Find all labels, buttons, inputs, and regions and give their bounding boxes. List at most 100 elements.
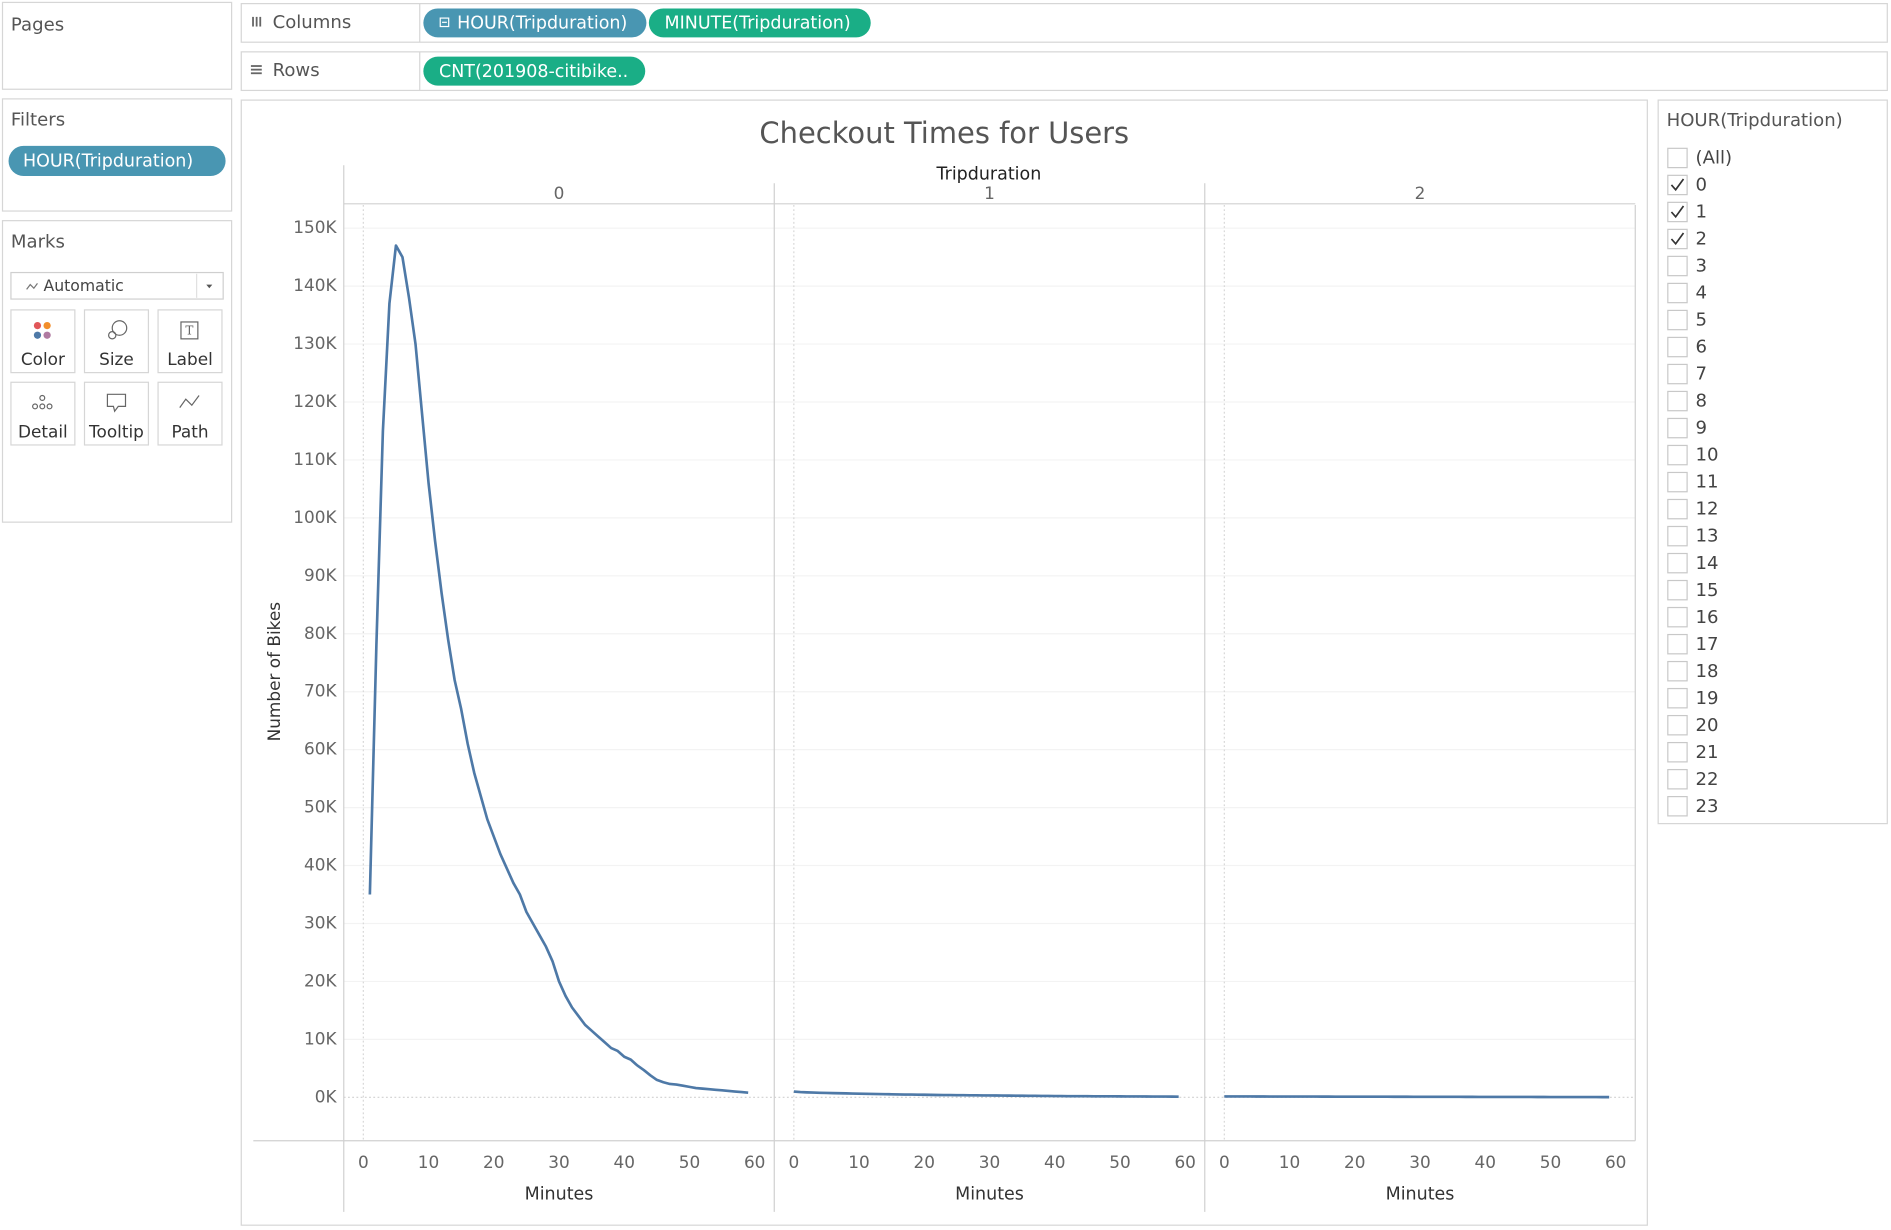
option-label: 22 <box>1696 769 1719 790</box>
option-label: 14 <box>1696 553 1719 574</box>
worksheet <box>240 99 1648 1226</box>
checkbox[interactable] <box>1667 525 1688 547</box>
pill[interactable] <box>648 8 871 38</box>
x-tick-label: 60 <box>1174 1152 1195 1172</box>
option-label: 5 <box>1696 310 1708 331</box>
checkbox[interactable] <box>1667 309 1688 331</box>
tooltip-icon <box>106 393 127 413</box>
option-label: 6 <box>1696 337 1708 358</box>
check-mark <box>1670 232 1685 246</box>
path-button[interactable] <box>157 381 223 446</box>
facet-label: Tripduration <box>936 164 1042 184</box>
button-label: Detail <box>18 421 68 441</box>
checkbox[interactable] <box>1667 606 1688 628</box>
pages-label: Pages <box>11 14 64 35</box>
checkbox[interactable] <box>1667 633 1688 655</box>
tooltip-button[interactable] <box>83 381 150 446</box>
checkbox[interactable] <box>1667 363 1688 385</box>
x-tick-label: 0 <box>788 1152 799 1172</box>
y-tick-label: 120K <box>293 391 337 411</box>
color-button[interactable] <box>10 309 76 374</box>
checkbox[interactable] <box>1667 417 1688 439</box>
option-label: 23 <box>1696 796 1719 817</box>
y-tick-label: 90K <box>304 565 337 585</box>
y-tick-label: 140K <box>293 275 337 295</box>
y-tick-label: 20K <box>304 970 337 990</box>
pill[interactable] <box>423 8 647 38</box>
mark-buttons <box>10 309 223 446</box>
checkbox[interactable] <box>1667 552 1688 574</box>
columns-icon <box>252 16 262 27</box>
y-tick-label: 150K <box>293 217 337 237</box>
pages-shelf[interactable] <box>1 1 233 90</box>
checkbox[interactable] <box>1667 687 1688 709</box>
option-label: 10 <box>1696 445 1719 466</box>
caret <box>206 284 213 289</box>
pill[interactable] <box>8 145 226 177</box>
pill[interactable] <box>423 56 646 86</box>
option-label: 21 <box>1696 742 1719 763</box>
y-tick-label: 110K <box>293 449 337 469</box>
x-axis-label: Minutes <box>955 1184 1024 1204</box>
y-tick-label: 10K <box>304 1028 337 1048</box>
filter-card-title: HOUR(Tripduration) <box>1667 110 1843 131</box>
option-label: 1 <box>1696 202 1708 223</box>
button-label: Label <box>167 349 213 369</box>
y-tick-label: 100K <box>293 507 337 527</box>
x-tick-label: 30 <box>979 1152 1000 1172</box>
pill-text: MINUTE(Tripduration) <box>665 14 851 34</box>
checkbox[interactable] <box>1667 444 1688 466</box>
panel-header: 1 <box>984 183 995 203</box>
x-tick-label: 40 <box>613 1152 634 1172</box>
size-icon <box>108 320 128 340</box>
checkbox[interactable] <box>1667 228 1688 250</box>
option-label: 8 <box>1696 391 1708 412</box>
line <box>793 1090 1179 1098</box>
x-tick-label: 10 <box>1279 1152 1300 1172</box>
checkbox[interactable] <box>1667 714 1688 736</box>
pill-text: CNT(201908-citibike.. <box>439 62 628 82</box>
label-button[interactable] <box>157 309 223 374</box>
label-icon: T <box>180 321 199 340</box>
checkbox[interactable] <box>1667 174 1688 196</box>
x-axis-label: Minutes <box>1386 1184 1455 1204</box>
checkbox[interactable] <box>1667 471 1688 493</box>
y-axis-label: Number of Bikes <box>264 602 284 741</box>
checkbox[interactable] <box>1667 282 1688 304</box>
pill-text: HOUR(Tripduration) <box>23 152 193 172</box>
checkbox[interactable] <box>1667 336 1688 358</box>
checkbox[interactable] <box>1667 498 1688 520</box>
x-axis-label: Minutes <box>525 1184 594 1204</box>
detail-icon <box>32 394 53 410</box>
mark-type-dropdown[interactable] <box>10 271 224 300</box>
columns-label: Columns <box>273 12 352 33</box>
path-icon <box>179 395 200 408</box>
button-label: Path <box>171 421 208 441</box>
option-label: (All) <box>1696 148 1733 169</box>
button-label: Size <box>99 349 134 369</box>
checkbox[interactable] <box>1667 796 1688 817</box>
checkbox[interactable] <box>1667 741 1688 763</box>
button-label: Tooltip <box>88 421 144 441</box>
checkbox[interactable] <box>1667 201 1688 223</box>
x-tick-label: 20 <box>483 1152 504 1172</box>
check-mark <box>1670 205 1685 219</box>
option-label: 11 <box>1696 472 1719 493</box>
checkbox[interactable] <box>1667 390 1688 412</box>
svg-text:T: T <box>185 324 193 338</box>
collapse-icon[interactable] <box>439 17 450 28</box>
panel-header: 0 <box>554 183 565 203</box>
checkbox[interactable] <box>1667 579 1688 601</box>
color-icon <box>33 321 51 339</box>
detail-button[interactable] <box>10 381 76 446</box>
checkbox[interactable] <box>1667 255 1688 277</box>
x-tick-label: 50 <box>679 1152 700 1172</box>
size-button[interactable] <box>83 309 150 374</box>
x-tick-label: 30 <box>1409 1152 1430 1172</box>
checkbox[interactable] <box>1667 147 1688 169</box>
x-tick-label: 40 <box>1044 1152 1065 1172</box>
checkbox[interactable] <box>1667 768 1688 790</box>
rows-label: Rows <box>273 60 320 81</box>
checkbox[interactable] <box>1667 660 1688 682</box>
